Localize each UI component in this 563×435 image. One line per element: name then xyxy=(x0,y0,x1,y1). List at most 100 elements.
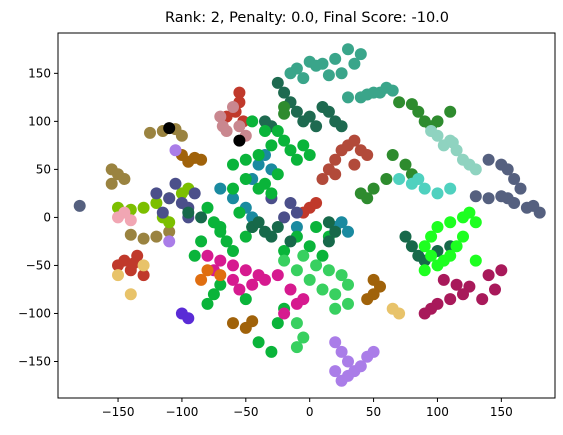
scatter-point xyxy=(252,149,265,161)
scatter-point xyxy=(201,201,214,214)
scatter-point xyxy=(239,153,252,166)
scatter-point xyxy=(195,153,208,166)
scatter-point xyxy=(444,216,457,229)
scatter-point xyxy=(163,122,176,135)
y-axis: −150 −100 −50 0 50 100 150 xyxy=(18,66,58,369)
y-tick-label: −50 xyxy=(26,258,51,272)
scatter-point xyxy=(284,67,297,80)
scatter-point xyxy=(73,199,86,212)
scatter-point xyxy=(214,221,227,233)
scatter-point xyxy=(150,187,163,200)
scatter-point xyxy=(214,278,227,291)
scatter-point xyxy=(290,206,303,219)
scatter-point xyxy=(431,221,444,233)
scatter-point xyxy=(335,120,348,133)
scatter-point xyxy=(144,126,156,139)
scatter-point xyxy=(322,216,335,229)
scatter-point xyxy=(201,264,214,277)
scatter-point xyxy=(348,134,361,147)
scatter-point xyxy=(227,182,239,195)
scatter-point xyxy=(252,216,265,229)
scatter-point xyxy=(220,235,233,248)
scatter-point xyxy=(482,192,495,205)
scatter-point xyxy=(303,240,316,253)
scatter-point xyxy=(297,293,310,306)
scatter-point xyxy=(227,101,239,113)
x-tick-label: 100 xyxy=(426,405,449,419)
scatter-point xyxy=(322,235,335,248)
scatter-point xyxy=(393,173,406,185)
scatter-point xyxy=(112,259,124,272)
scatter-point xyxy=(233,120,246,133)
y-tick-label: −150 xyxy=(18,355,51,369)
scatter-point xyxy=(297,331,310,344)
scatter-point xyxy=(399,158,412,171)
scatter-point xyxy=(163,235,176,248)
scatter-point xyxy=(469,190,482,203)
scatter-point xyxy=(431,187,444,200)
scatter-point xyxy=(271,317,284,330)
scatter-point xyxy=(214,269,227,282)
scatter-point xyxy=(310,221,323,233)
scatter-point xyxy=(201,297,214,310)
scatter-point xyxy=(271,221,284,233)
scatter-point xyxy=(265,345,278,358)
scatter-point xyxy=(137,269,150,282)
scatter-point xyxy=(418,240,431,253)
scatter-point xyxy=(316,283,329,296)
scatter-point xyxy=(105,177,118,190)
scatter-point xyxy=(259,125,271,137)
scatter-point xyxy=(303,110,316,123)
scatter-point xyxy=(265,139,278,152)
scatter-point xyxy=(482,269,495,282)
scatter-point xyxy=(412,105,425,118)
scatter-point xyxy=(425,230,438,243)
scatter-point xyxy=(329,336,342,349)
scatter-point xyxy=(246,278,259,291)
scatter-point xyxy=(329,153,342,166)
scatter-point xyxy=(335,374,348,387)
scatter-point xyxy=(508,197,521,209)
scatter-point xyxy=(246,115,259,128)
scatter-point xyxy=(278,307,291,320)
scatter-point xyxy=(188,187,201,200)
scatter-point xyxy=(278,107,291,120)
scatter-point xyxy=(393,96,406,109)
scatter-point xyxy=(469,163,482,176)
scatter-point xyxy=(278,211,291,224)
scatter-point xyxy=(342,278,354,291)
scatter-point xyxy=(418,182,431,195)
scatter-point xyxy=(418,307,431,320)
scatter-point xyxy=(278,134,291,147)
scatter-point xyxy=(444,293,457,306)
scatter-point xyxy=(124,288,137,301)
scatter-point xyxy=(380,173,393,185)
scatter-point xyxy=(418,264,431,277)
scatter-point xyxy=(227,245,239,257)
scatter-point xyxy=(188,249,201,262)
scatter-point xyxy=(175,129,188,142)
scatter-point xyxy=(457,288,469,301)
scatter-point xyxy=(303,273,316,286)
scatter-point xyxy=(310,259,323,272)
scatter-point xyxy=(252,158,265,171)
scatter-point xyxy=(495,264,508,277)
scatter-point xyxy=(444,105,457,118)
scatter-point xyxy=(214,182,227,195)
scatter-point xyxy=(329,302,342,315)
scatter-point xyxy=(303,149,316,161)
scatter-point xyxy=(501,163,514,176)
scatter-point xyxy=(290,221,303,233)
scatter-point xyxy=(278,245,291,257)
x-tick-label: −50 xyxy=(233,405,258,419)
scatter-point xyxy=(386,302,399,315)
scatter-point xyxy=(405,240,418,253)
scatter-point xyxy=(329,365,342,378)
scatter-point xyxy=(463,206,476,219)
scatter-point xyxy=(169,177,182,190)
scatter-point xyxy=(227,317,239,330)
scatter-point xyxy=(278,86,291,99)
scatter-point xyxy=(246,315,259,328)
scatter-point xyxy=(425,249,438,262)
scatter-point xyxy=(329,168,342,181)
